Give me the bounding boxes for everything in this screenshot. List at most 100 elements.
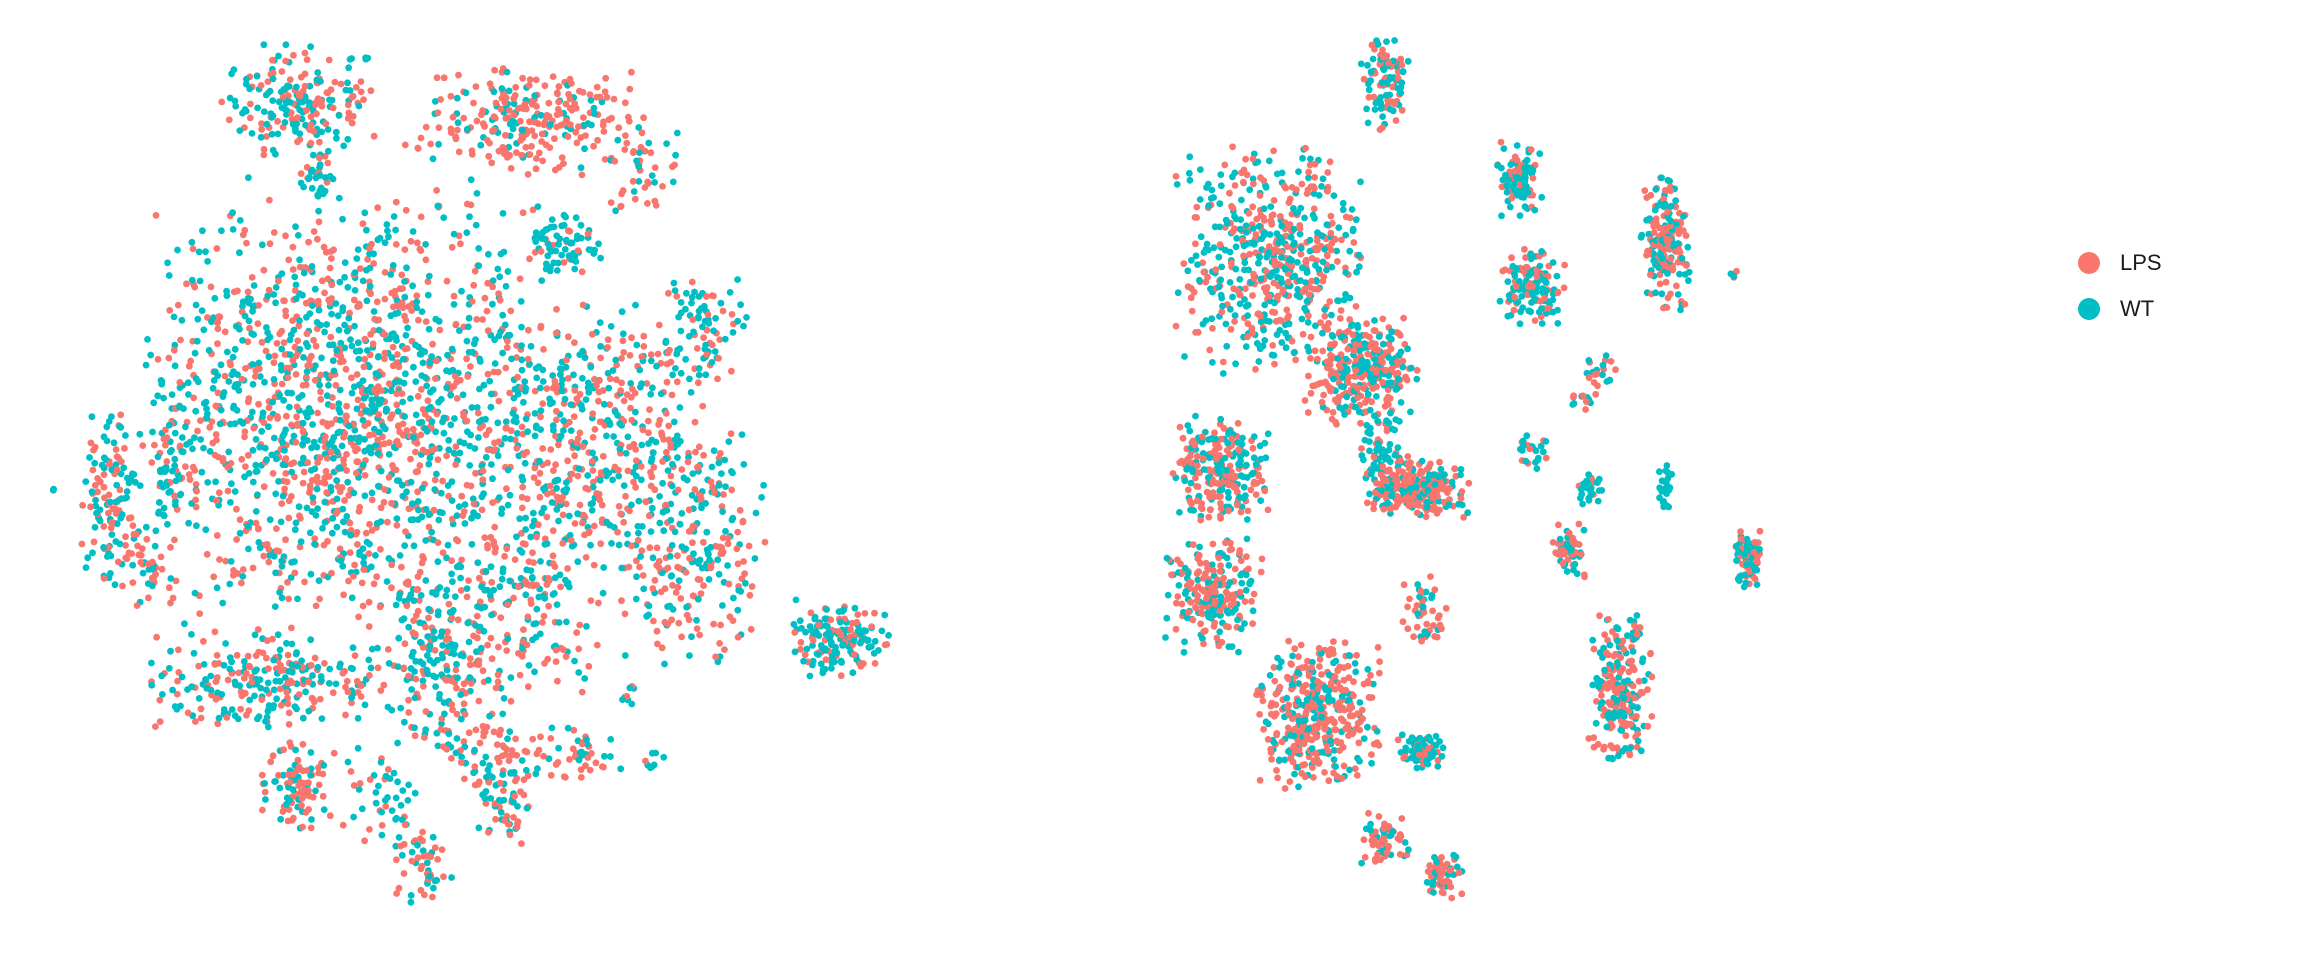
- point-lps: [674, 583, 682, 591]
- point-wt: [366, 540, 373, 548]
- point-wt: [1393, 385, 1401, 392]
- point-lps: [393, 890, 400, 897]
- point-lps: [117, 458, 125, 465]
- point-wt: [132, 478, 139, 486]
- point-wt: [489, 475, 496, 483]
- point-wt: [489, 277, 497, 285]
- point-wt: [275, 52, 282, 60]
- point-wt: [372, 789, 380, 796]
- point-lps: [393, 856, 400, 864]
- point-lps: [308, 476, 316, 484]
- point-wt: [490, 586, 497, 594]
- point-lps: [195, 662, 203, 670]
- point-lps: [313, 473, 321, 481]
- point-lps: [1172, 322, 1180, 330]
- point-wt: [671, 528, 679, 536]
- point-lps: [348, 119, 356, 127]
- point-wt: [165, 664, 173, 672]
- point-wt: [616, 420, 624, 427]
- point-wt: [254, 491, 261, 499]
- point-wt: [281, 119, 289, 126]
- point-wt: [147, 351, 155, 359]
- point-wt: [350, 813, 357, 821]
- point-lps: [166, 307, 174, 314]
- point-lps: [607, 199, 615, 207]
- point-wt: [457, 563, 465, 571]
- point-lps: [163, 458, 171, 465]
- point-wt: [521, 378, 529, 386]
- point-lps: [237, 705, 245, 713]
- point-lps: [213, 532, 221, 539]
- point-lps: [439, 549, 447, 556]
- point-lps: [328, 281, 336, 289]
- point-lps: [559, 646, 567, 654]
- point-wt: [506, 491, 514, 499]
- point-lps: [302, 299, 310, 307]
- point-wt: [675, 577, 683, 584]
- point-wt: [837, 657, 845, 665]
- point-wt: [667, 572, 675, 580]
- point-wt: [91, 459, 99, 467]
- point-lps: [122, 541, 129, 549]
- point-lps: [481, 294, 489, 302]
- point-wt: [276, 646, 284, 654]
- point-lps: [325, 56, 333, 64]
- point-lps: [137, 559, 145, 566]
- point-lps: [396, 428, 403, 436]
- point-wt: [466, 442, 474, 450]
- point-lps: [629, 177, 637, 185]
- point-lps: [549, 560, 557, 567]
- point-wt: [176, 403, 183, 411]
- point-wt: [1241, 259, 1249, 267]
- point-lps: [537, 733, 544, 741]
- point-lps: [190, 394, 198, 402]
- point-wt: [487, 795, 495, 802]
- point-wt: [742, 579, 749, 587]
- point-wt: [281, 446, 288, 454]
- point-lps: [290, 51, 297, 59]
- point-lps: [585, 662, 593, 670]
- point-lps: [531, 387, 539, 395]
- point-wt: [242, 80, 250, 88]
- point-wt: [181, 620, 188, 628]
- point-lps: [265, 546, 273, 553]
- point-lps: [1364, 350, 1372, 358]
- point-lps: [289, 317, 296, 324]
- point-lps: [615, 503, 623, 510]
- point-wt: [740, 322, 747, 330]
- point-wt: [197, 436, 205, 443]
- point-lps: [388, 499, 395, 507]
- point-wt: [1186, 153, 1194, 161]
- point-wt: [291, 526, 299, 534]
- point-wt: [122, 432, 129, 439]
- point-wt: [479, 791, 486, 799]
- point-lps: [100, 471, 108, 479]
- point-wt: [573, 232, 581, 240]
- point-wt: [245, 470, 253, 477]
- point-wt: [603, 518, 611, 526]
- point-wt: [393, 477, 401, 484]
- point-lps: [1234, 287, 1241, 294]
- point-wt: [155, 508, 163, 516]
- point-lps: [640, 114, 647, 122]
- point-lps: [225, 116, 233, 124]
- point-lps: [710, 620, 717, 628]
- point-wt: [814, 651, 822, 658]
- point-wt: [499, 349, 506, 357]
- point-wt: [165, 421, 173, 429]
- point-wt: [878, 627, 886, 635]
- point-wt: [409, 228, 417, 235]
- point-wt: [333, 523, 341, 531]
- point-lps: [422, 123, 430, 131]
- point-lps: [473, 117, 481, 125]
- point-lps: [416, 462, 424, 469]
- point-wt: [332, 300, 340, 307]
- point-lps: [210, 573, 218, 581]
- point-lps: [1298, 180, 1306, 188]
- point-wt: [1249, 225, 1257, 232]
- point-lps: [1275, 248, 1283, 255]
- point-lps: [604, 336, 612, 344]
- point-wt: [288, 468, 296, 476]
- point-wt: [683, 603, 690, 611]
- point-wt: [233, 407, 241, 414]
